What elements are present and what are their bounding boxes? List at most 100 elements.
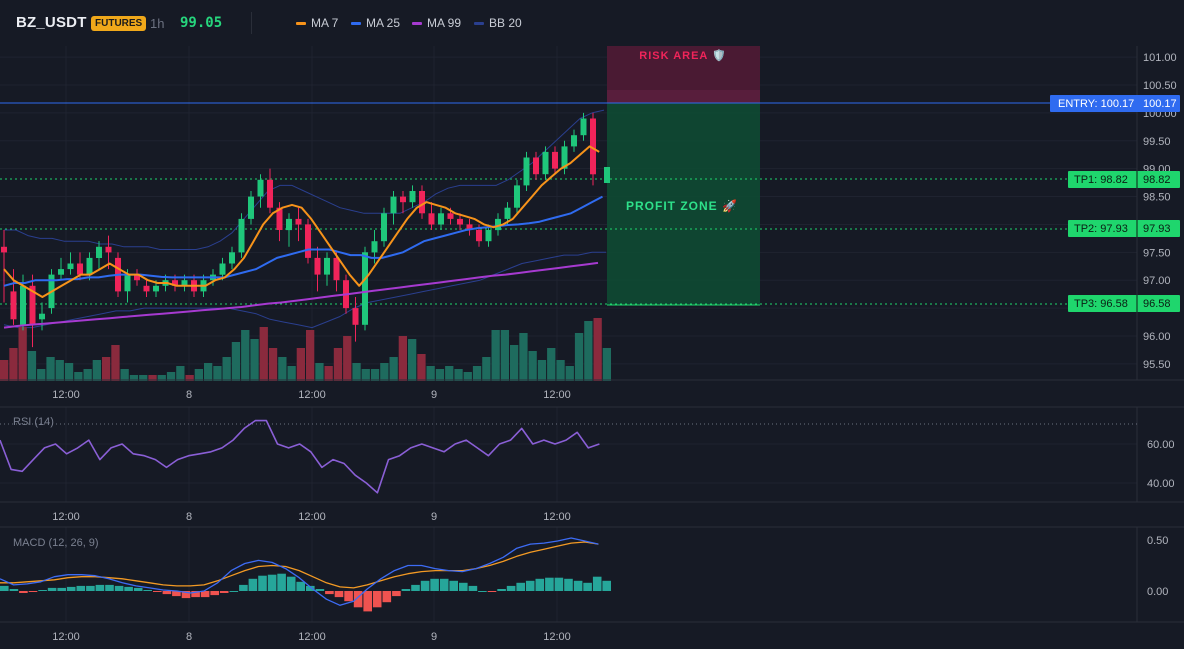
macd-tick-label: 0.50 xyxy=(1147,535,1168,547)
legend-swatch xyxy=(412,21,422,25)
legend-label: MA 99 xyxy=(427,16,462,30)
volume-bar xyxy=(46,357,55,381)
legend-ma99[interactable]: MA 99 xyxy=(412,16,461,30)
time-tick-label: 12:00 xyxy=(543,631,571,643)
candle-body xyxy=(400,196,406,203)
ma99-line xyxy=(3,261,599,329)
bb-upper-line xyxy=(4,109,605,250)
macd-histogram-bar xyxy=(296,581,305,591)
volume-bar xyxy=(417,354,426,381)
candle-body xyxy=(457,218,463,225)
ma7-line xyxy=(3,145,600,298)
volume-bar xyxy=(37,369,46,381)
time-axis[interactable]: 12:00 8 12:00 9 12:00 12:00 8 12:00 9 12:00 12:00 8… xyxy=(52,389,571,643)
volume-bar xyxy=(408,339,417,381)
volume-bar xyxy=(463,372,472,381)
macd-title: MACD (12, 26, 9) xyxy=(13,537,99,549)
candle-body xyxy=(105,246,112,253)
volume-bar xyxy=(445,366,454,381)
macd-histogram-bar xyxy=(0,585,9,591)
candle-body xyxy=(172,280,178,286)
macd-histogram-bar xyxy=(420,580,430,591)
macd-histogram-bar xyxy=(602,580,611,591)
time-tick-label: 9 xyxy=(431,389,437,401)
macd-histogram-bar xyxy=(497,589,506,591)
volume-bar xyxy=(565,366,574,381)
legend-ma7[interactable]: MA 7 xyxy=(296,16,338,30)
volume-bar xyxy=(454,369,463,381)
volume-bar xyxy=(213,366,222,381)
profit-zone xyxy=(607,103,760,305)
symbol-name[interactable]: BZ_USDT xyxy=(16,14,87,31)
volume-bar xyxy=(426,366,435,381)
rsi-tick-label: 40.00 xyxy=(1147,478,1175,490)
macd-histogram-bar xyxy=(105,584,114,591)
macd-histogram-bar xyxy=(535,578,545,591)
entry-price-label: 100.17 xyxy=(1143,98,1177,110)
volume-bar xyxy=(194,369,203,381)
macd-line xyxy=(0,537,599,606)
candle-body xyxy=(267,179,273,208)
candle-body xyxy=(181,280,188,286)
macd-histogram-bar xyxy=(133,587,143,591)
volume-bar xyxy=(361,369,370,381)
volume-bar xyxy=(398,336,407,381)
rsi-tick-label: 60.00 xyxy=(1147,439,1175,451)
volume-bar xyxy=(370,369,380,381)
price-tick-label: 96.00 xyxy=(1143,331,1171,343)
tp3-label: TP3: 96.58 xyxy=(1074,298,1128,310)
macd-histogram-bar xyxy=(258,575,267,591)
macd-histogram-bar xyxy=(57,587,66,591)
volume-bar xyxy=(157,375,166,381)
macd-histogram-bar xyxy=(191,591,200,598)
macd-histogram-bar xyxy=(143,590,152,591)
candle-body xyxy=(333,257,340,281)
candle-body xyxy=(419,191,425,214)
candle-body xyxy=(552,151,558,169)
macd-histogram-bar xyxy=(239,584,248,591)
volume-bar xyxy=(92,360,101,381)
last-price: 99.05 xyxy=(180,15,223,31)
candle-body xyxy=(514,185,520,208)
candle-body xyxy=(542,151,549,175)
volume-bar xyxy=(222,357,231,381)
volume-bar xyxy=(343,336,352,381)
macd-histogram-bar xyxy=(229,591,239,592)
candle-body xyxy=(58,269,64,275)
legend-ma25[interactable]: MA 25 xyxy=(351,16,400,30)
macd-axis[interactable]: 0.50 0.00 xyxy=(1147,535,1168,598)
candle-body xyxy=(504,207,511,219)
rsi-axis[interactable]: 60.00 40.00 xyxy=(1147,439,1175,490)
candle-body xyxy=(466,224,473,230)
candle-body xyxy=(286,218,292,231)
candle-body xyxy=(295,218,302,225)
legend-bb20[interactable]: BB 20 xyxy=(474,16,522,30)
volume-bar xyxy=(315,363,324,381)
candle-body xyxy=(371,241,378,253)
candle-body xyxy=(314,257,321,275)
timeframe-label[interactable]: 1h xyxy=(150,16,165,31)
volume-bar xyxy=(537,360,547,381)
volume-bar xyxy=(602,348,611,381)
volume-bar xyxy=(296,348,305,381)
tp1-label-box xyxy=(1068,171,1180,188)
time-tick-label: 8 xyxy=(186,389,192,401)
time-tick-label: 9 xyxy=(431,511,437,523)
candle-body xyxy=(409,191,416,203)
candle-body xyxy=(390,196,397,214)
entry-label: ENTRY: 100.17 xyxy=(1058,98,1134,110)
price-tick-label: 97.00 xyxy=(1143,275,1171,287)
macd-histogram-bar xyxy=(573,580,583,591)
macd-histogram-bar xyxy=(411,584,420,591)
candle-body xyxy=(362,252,368,325)
volume-bar xyxy=(593,318,602,381)
entry-label-box xyxy=(1050,95,1180,112)
volume-bar xyxy=(278,357,287,381)
volume-bar xyxy=(528,351,537,381)
candle-body xyxy=(1,246,7,253)
macd-histogram-bar xyxy=(47,587,57,591)
candle-body xyxy=(134,274,140,281)
volume-bar xyxy=(324,366,333,381)
candle-body xyxy=(10,291,17,320)
